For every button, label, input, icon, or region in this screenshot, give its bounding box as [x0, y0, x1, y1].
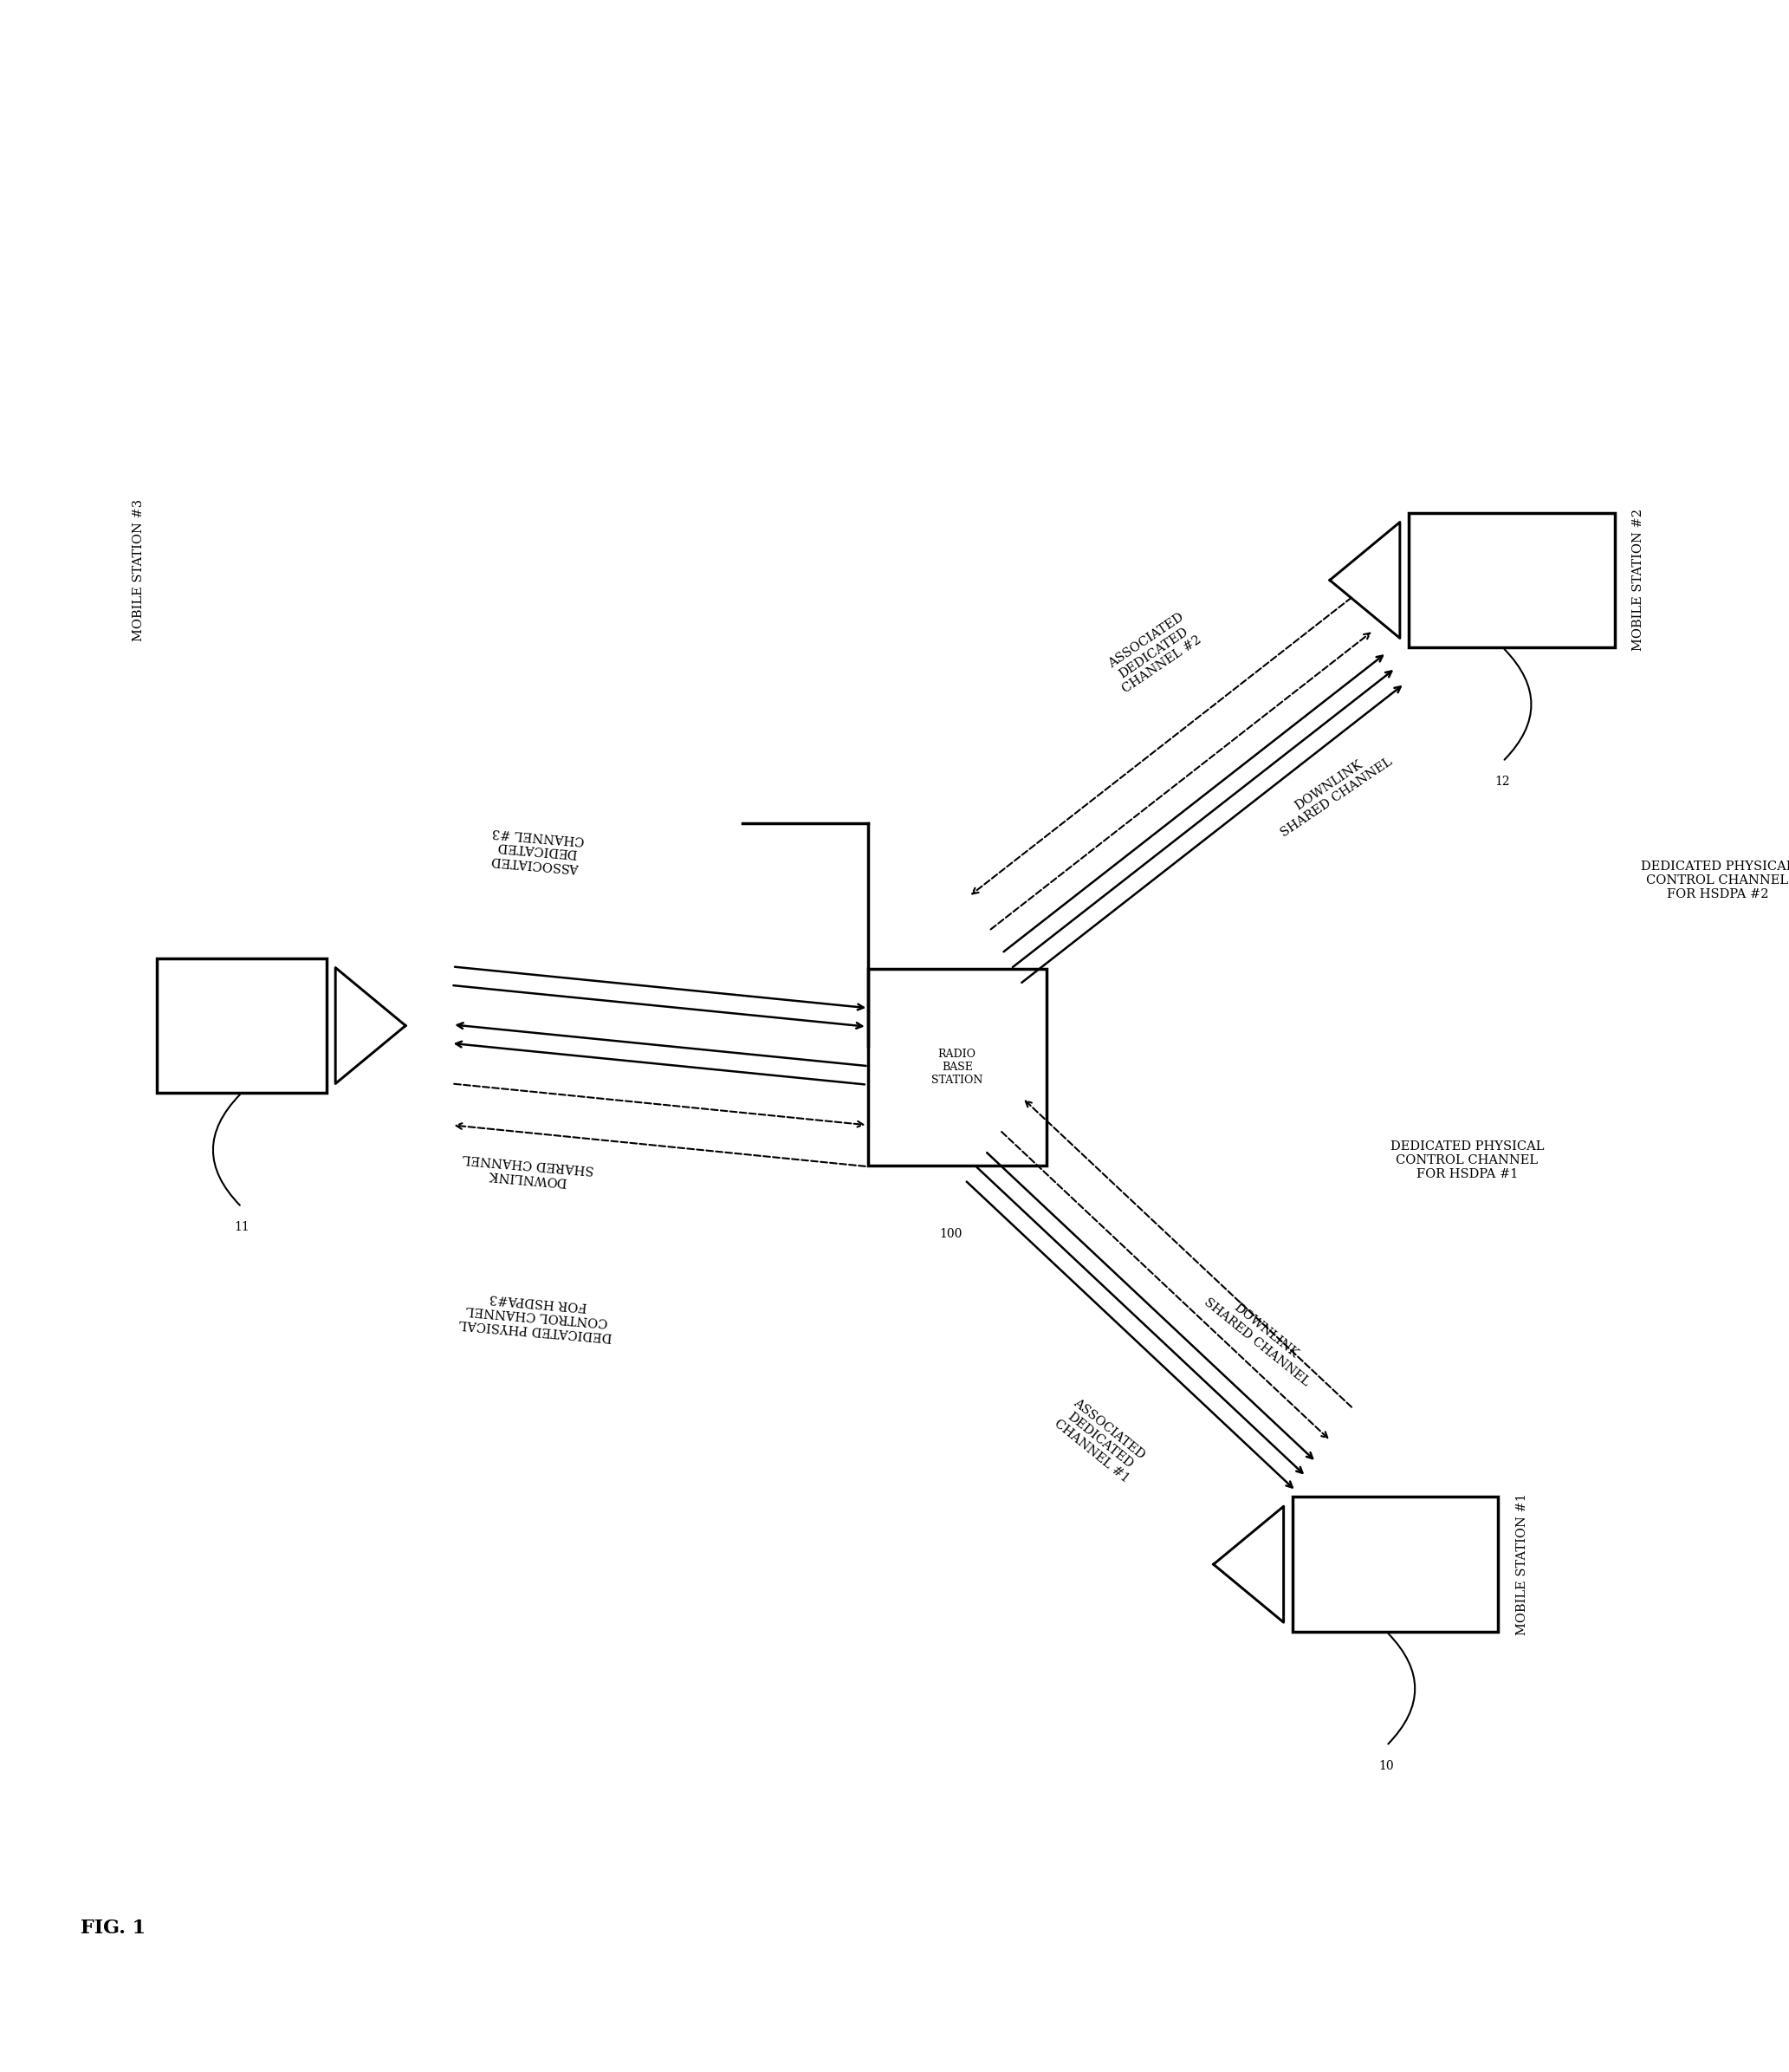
- Text: MOBILE STATION #3: MOBILE STATION #3: [132, 499, 145, 640]
- Bar: [1292, 1496, 1499, 1633]
- Bar: [1410, 514, 1614, 646]
- Text: 12: 12: [1496, 777, 1510, 787]
- Text: DOWNLINK
SHARED CHANNEL: DOWNLINK SHARED CHANNEL: [1202, 1285, 1320, 1388]
- Text: FIG. 1: FIG. 1: [81, 1919, 145, 1937]
- Text: DOWNLINK
SHARED CHANNEL: DOWNLINK SHARED CHANNEL: [462, 1152, 594, 1189]
- Text: DEDICATED PHYSICAL
CONTROL CHANNEL
FOR HSDPA #1: DEDICATED PHYSICAL CONTROL CHANNEL FOR H…: [1390, 1140, 1544, 1181]
- Text: ASSOCIATED
DEDICATED
CHANNEL #2: ASSOCIATED DEDICATED CHANNEL #2: [1104, 609, 1204, 696]
- Text: 11: 11: [234, 1220, 249, 1233]
- Text: MOBILE STATION #1: MOBILE STATION #1: [1517, 1494, 1528, 1635]
- Text: 10: 10: [1379, 1761, 1394, 1772]
- Text: DEDICATED PHYSICAL
CONTROL CHANNEL
FOR HSDPA #2: DEDICATED PHYSICAL CONTROL CHANNEL FOR H…: [1641, 860, 1789, 901]
- Text: DOWNLINK
SHARED CHANNEL: DOWNLINK SHARED CHANNEL: [1270, 744, 1395, 839]
- Text: MOBILE STATION #2: MOBILE STATION #2: [1632, 510, 1644, 651]
- Text: ASSOCIATED
DEDICATED
CHANNEL #1: ASSOCIATED DEDICATED CHANNEL #1: [1052, 1394, 1149, 1486]
- Text: RADIO
BASE
STATION: RADIO BASE STATION: [932, 1048, 982, 1086]
- Bar: [157, 957, 326, 1094]
- Text: 100: 100: [939, 1227, 962, 1239]
- Bar: [868, 970, 1047, 1164]
- Text: DEDICATED PHYSICAL
CONTROL CHANNEL
FOR HSDPA#3: DEDICATED PHYSICAL CONTROL CHANNEL FOR H…: [458, 1289, 615, 1343]
- Text: ASSOCIATED
DEDICATED
CHANNEL #3: ASSOCIATED DEDICATED CHANNEL #3: [488, 825, 585, 874]
